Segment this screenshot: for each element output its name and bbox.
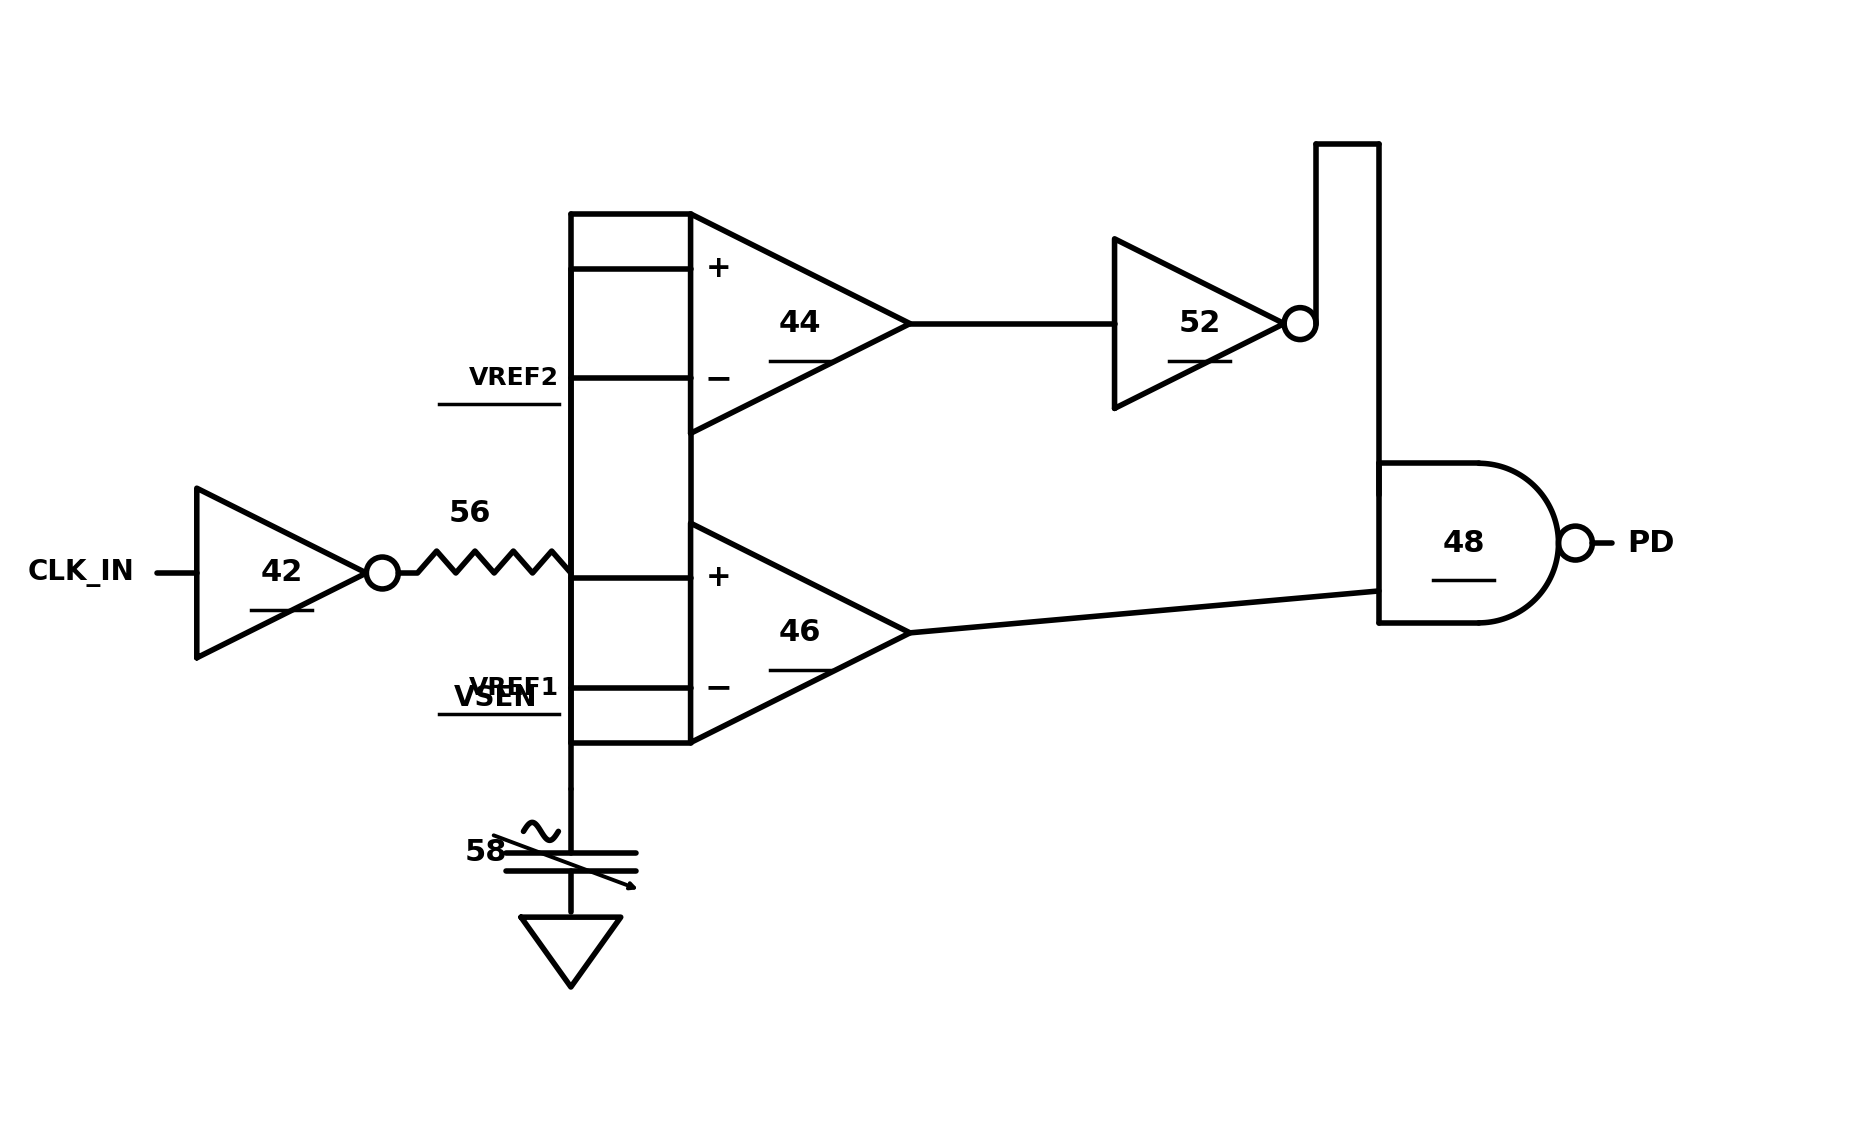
Text: −: − — [704, 671, 732, 704]
Text: 56: 56 — [449, 498, 492, 528]
Text: 58: 58 — [466, 838, 506, 866]
Text: 46: 46 — [778, 618, 821, 647]
Text: VREF1: VREF1 — [469, 676, 559, 700]
Text: CLK_IN: CLK_IN — [28, 559, 134, 588]
Text: 48: 48 — [1443, 528, 1486, 558]
Text: VSEN: VSEN — [454, 684, 538, 712]
Text: −: − — [704, 362, 732, 395]
Text: VREF2: VREF2 — [469, 367, 559, 391]
Text: PD: PD — [1627, 528, 1674, 558]
Text: +: + — [706, 563, 732, 592]
Text: +: + — [706, 254, 732, 283]
Text: 52: 52 — [1179, 309, 1220, 338]
Text: 42: 42 — [261, 559, 304, 588]
Text: 44: 44 — [778, 309, 821, 338]
